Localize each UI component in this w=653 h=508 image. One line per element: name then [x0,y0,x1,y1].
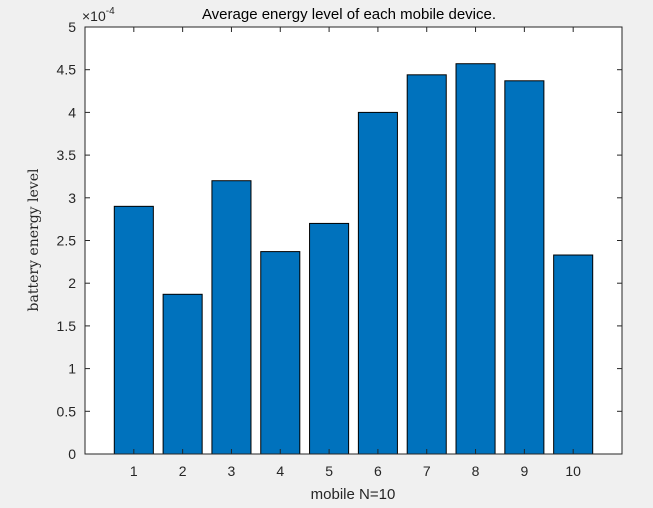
chart-title: Average energy level of each mobile devi… [202,6,496,23]
x-tick-label: 9 [520,463,528,479]
y-axis-exponent: ×10-4 [82,6,115,24]
bar-1 [113,205,154,455]
y-tick-label: 4.5 [57,62,77,78]
y-tick-label: 2.5 [57,233,77,249]
bar-3 [211,180,252,455]
x-tick-label: 3 [228,463,236,479]
x-tick-label: 1 [130,463,138,479]
x-tick-label: 10 [565,463,581,479]
y-tick-label: 1 [68,361,76,377]
y-tick-label: 1.5 [57,318,77,334]
y-axis-label: battery energy level [26,168,42,311]
x-tick-label: 8 [472,463,480,479]
x-tick-label: 6 [374,463,382,479]
x-tick-label: 4 [276,463,284,479]
y-ticks-group: 0 0.5 1 1.5 2 2.5 3 3.5 4 4.5 5 [57,19,622,462]
x-tick-label: 2 [179,463,187,479]
x-ticks-group: 1 2 3 4 5 6 7 8 9 10 [130,27,581,479]
x-axis-label: mobile N=10 [311,486,396,503]
y-tick-label: 3 [68,190,76,206]
bar-9 [504,80,545,455]
bar-7 [406,74,447,455]
x-tick-label: 7 [423,463,431,479]
y-axis-exponent-base: ×10 [82,8,106,24]
y-tick-label: 0 [68,446,76,462]
bar-2 [162,293,203,455]
x-tick-label: 5 [325,463,333,479]
bar-8 [455,63,496,455]
y-tick-label: 4 [68,104,76,120]
y-tick-label: 5 [68,19,76,35]
y-tick-label: 2 [68,275,76,291]
y-tick-label: 3.5 [57,147,77,163]
bar-5 [309,222,350,455]
bar-4 [260,251,301,455]
bar-10 [553,254,594,455]
y-axis-exponent-power: -4 [106,6,115,17]
y-tick-label: 0.5 [57,403,77,419]
bars-group [113,63,594,455]
bar-6 [357,111,398,455]
